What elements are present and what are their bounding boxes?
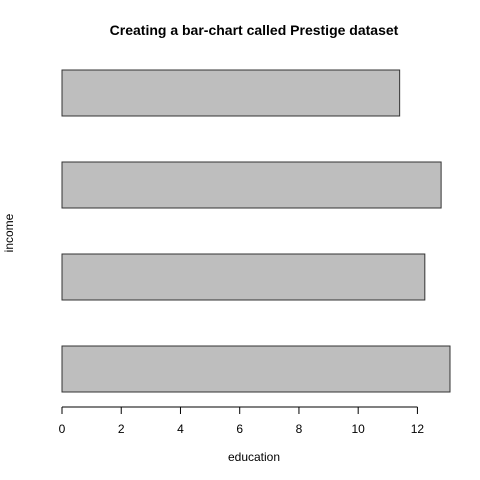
bar-2 <box>61 253 426 301</box>
x-tick-label-0: 0 <box>59 422 66 436</box>
x-tick-label-6: 6 <box>236 422 243 436</box>
bar-3 <box>61 161 442 209</box>
x-tick-label-8: 8 <box>296 422 303 436</box>
x-axis: 0 2 4 6 8 10 12 <box>59 406 425 436</box>
bars-group <box>61 69 451 393</box>
chart-title: Creating a bar-chart called Prestige dat… <box>110 22 399 38</box>
x-tick-label-4: 4 <box>177 422 184 436</box>
x-ticks: 0 2 4 6 8 10 12 <box>59 407 425 436</box>
bar-1 <box>61 345 451 393</box>
x-axis-label: education <box>228 450 280 464</box>
x-tick-label-2: 2 <box>118 422 125 436</box>
x-tick-label-10: 10 <box>352 422 366 436</box>
bar-4 <box>61 69 401 117</box>
y-axis-label: income <box>2 213 16 252</box>
x-tick-label-12: 12 <box>411 422 425 436</box>
